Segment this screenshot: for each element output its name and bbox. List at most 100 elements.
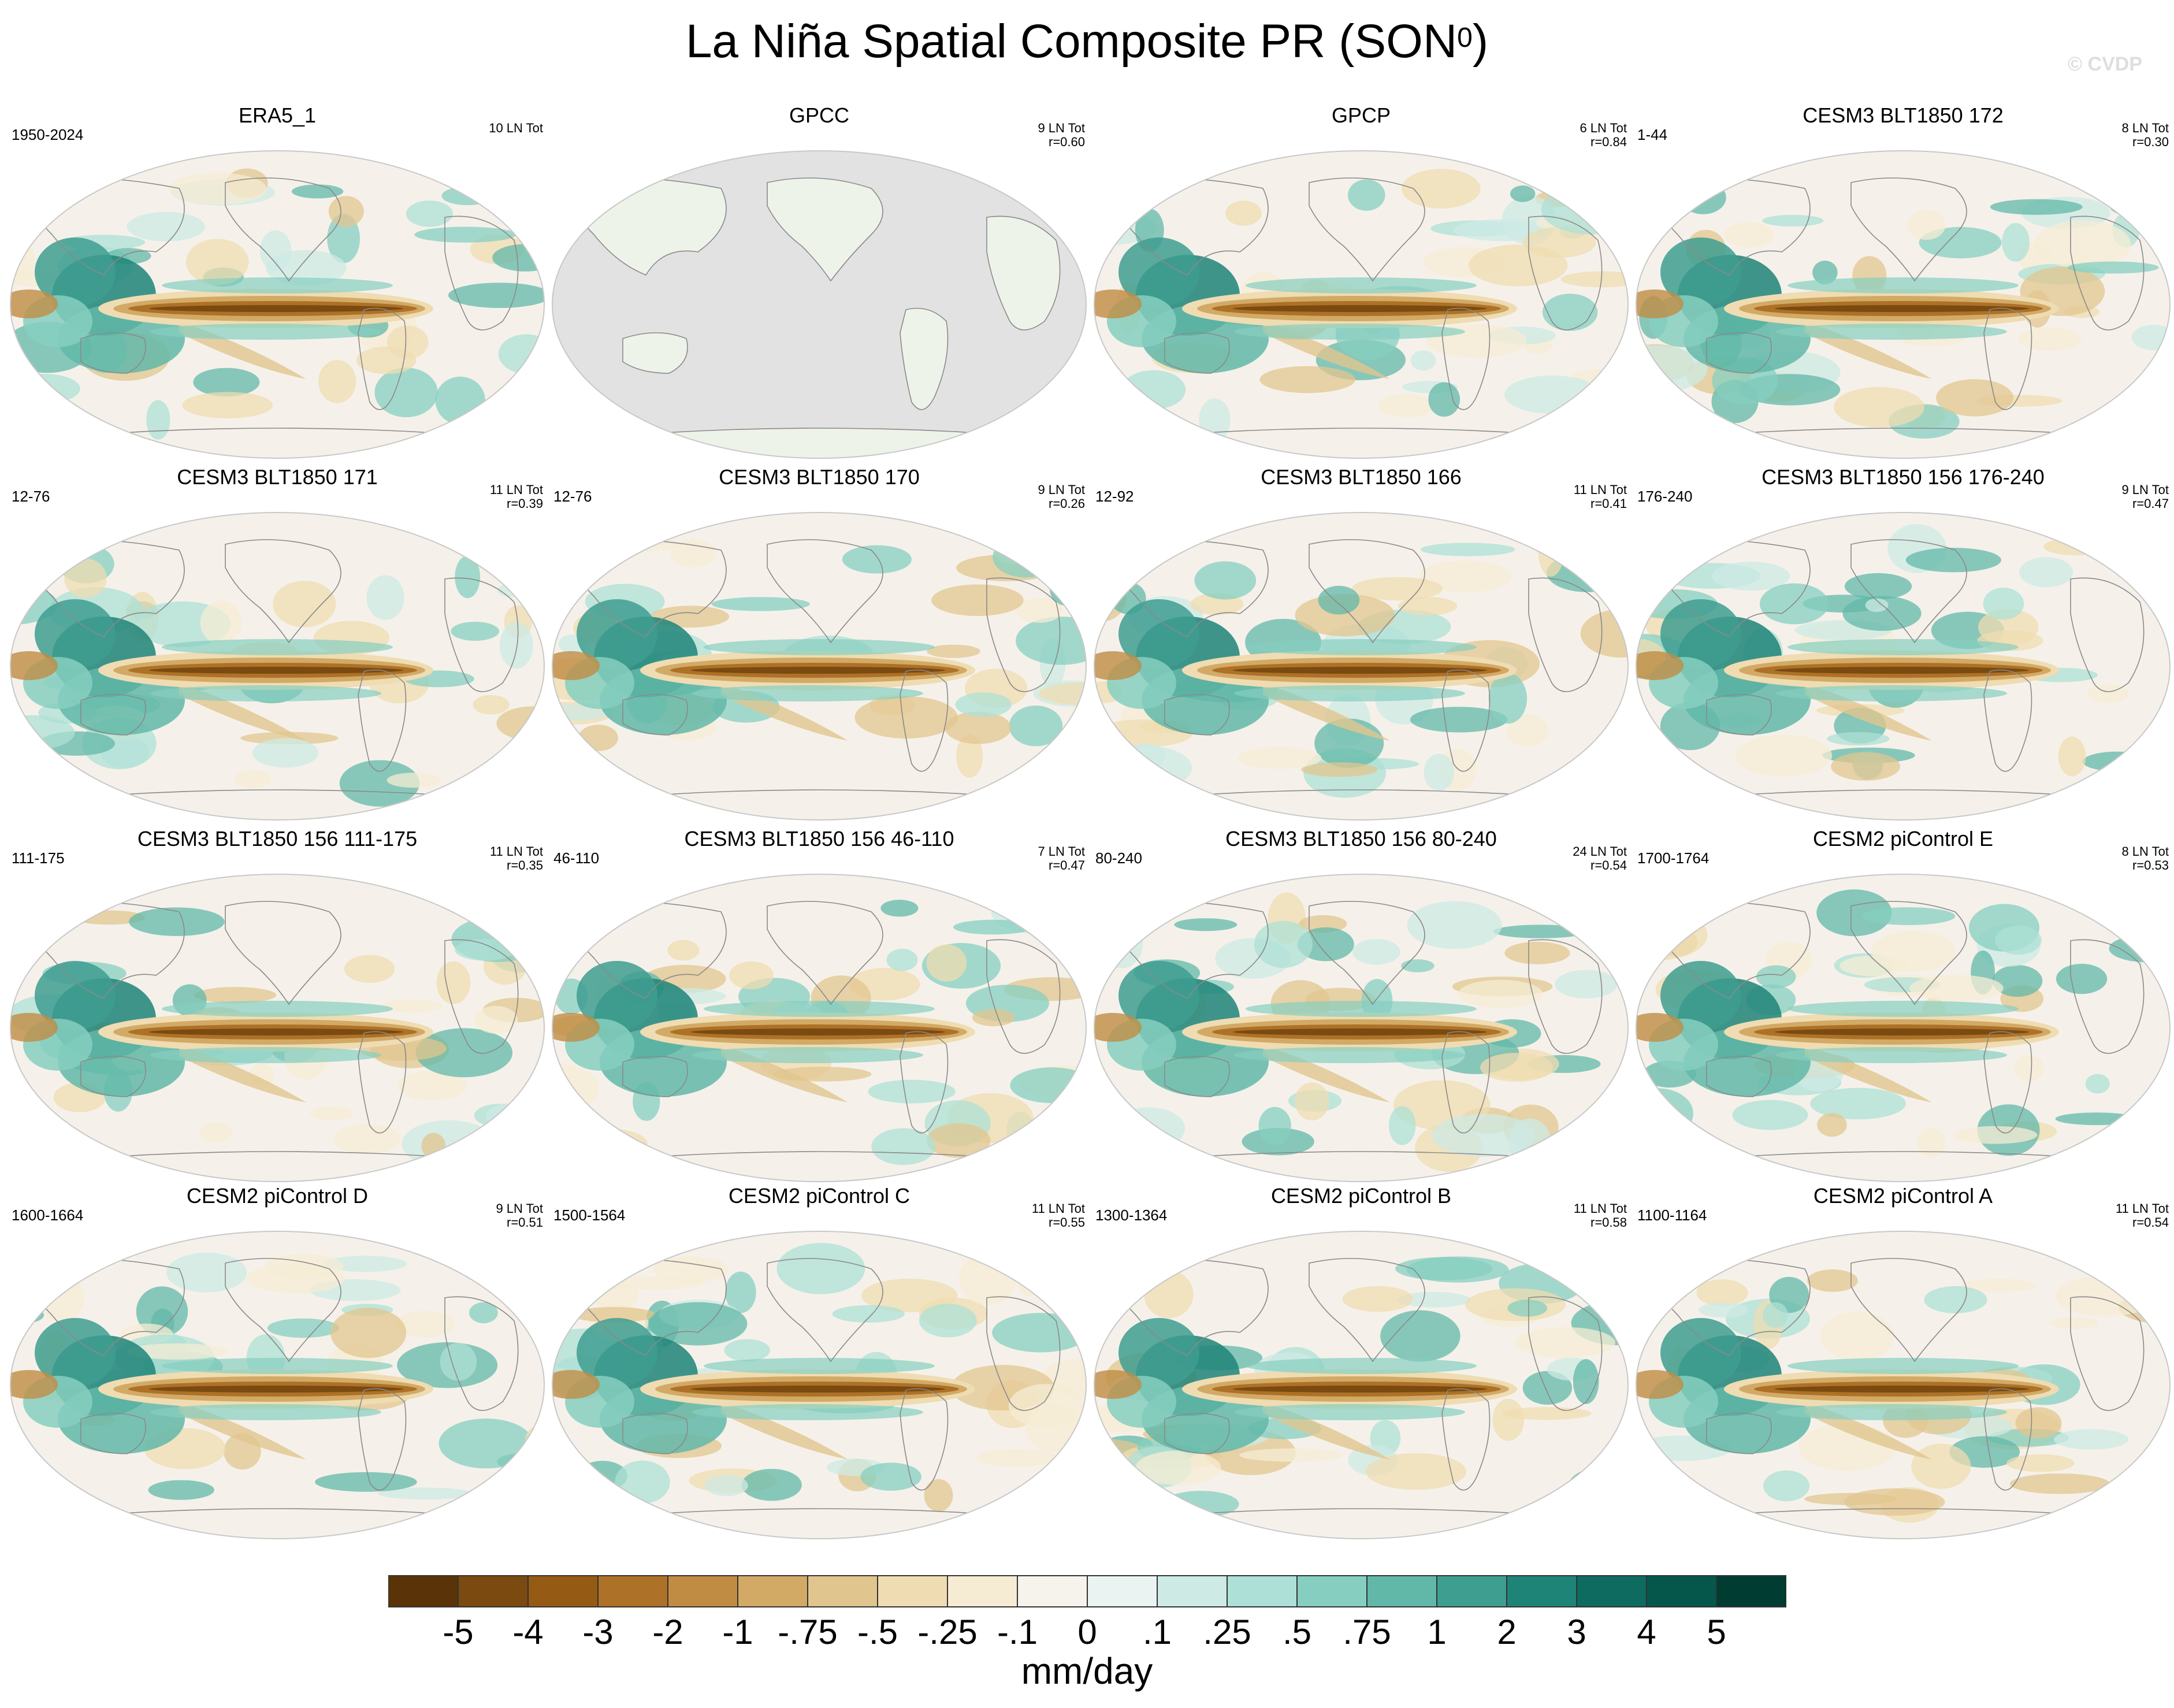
anomaly-blob (199, 1122, 232, 1143)
panel-years: 46-110 (553, 849, 600, 867)
map-panel: ERA5_1 1950-2024 10 LN Tot (6, 103, 549, 461)
map-plot (10, 150, 545, 459)
panel-pattern-correlation: r=0.84 (1590, 135, 1627, 149)
dry-anomaly (1636, 1013, 1684, 1042)
anomaly-blob (926, 1123, 991, 1158)
anomaly-blob (1378, 394, 1433, 418)
anomaly-blob (992, 1313, 1086, 1353)
coastline (2070, 577, 2145, 692)
anomaly-blob (1135, 1450, 1221, 1485)
panel-event-count: 11 LN Tot (1573, 482, 1627, 497)
coastline (986, 939, 1061, 1054)
coastline (900, 1388, 949, 1491)
anomaly-blob (2056, 964, 2108, 994)
anomaly-blob (993, 536, 1060, 578)
coastline (900, 1031, 949, 1134)
anomaly-blob (2082, 751, 2153, 772)
coastline (1850, 901, 1967, 1005)
map-plot (552, 150, 1087, 459)
panel-stats: 11 LN Tot r=0.41 (1574, 483, 1627, 511)
map-plot (1636, 512, 2171, 820)
anomaly-blob (725, 1271, 756, 1313)
anomaly-blob (378, 1487, 473, 1500)
watermark: © CVDP (2068, 53, 2142, 75)
anomaly-blob (1008, 1384, 1085, 1428)
map-panel: CESM3 BLT1850 156 46-110 46-110 7 LN Tot r=… (548, 826, 1091, 1185)
anomaly-blob (185, 239, 249, 285)
map-plot (1094, 150, 1629, 459)
anomaly-blob (451, 622, 499, 641)
anomaly-blob (1295, 1082, 1329, 1121)
anomaly-blob (1301, 762, 1378, 777)
anomaly-blob (871, 1128, 936, 1165)
anomaly-blob (500, 1479, 544, 1514)
coastline (1706, 332, 1772, 374)
anomaly-blob (1254, 920, 1313, 968)
anomaly-blob (571, 1307, 656, 1323)
dry-anomaly (10, 651, 58, 680)
anomaly-blob (1144, 1270, 1194, 1319)
anomaly-blob (397, 1071, 467, 1101)
panel-event-count: 8 LN Tot (2121, 844, 2169, 859)
anomaly-blob (1401, 959, 1435, 972)
anomaly-blob (1763, 1302, 1788, 1328)
colorbar-tick-label: 2 (1497, 1613, 1517, 1651)
panel-event-count: 11 LN Tot (489, 482, 543, 497)
anomaly-blob (2056, 1275, 2158, 1316)
panel-title: CESM2 piControl B (1270, 1184, 1452, 1208)
panel-stats: 11 LN Tot r=0.55 (1032, 1202, 1085, 1230)
anomaly-blob (1420, 543, 1515, 556)
map-panel: CESM3 BLT1850 156 111-175 111-175 11 LN To… (6, 826, 549, 1185)
anomaly-blob (1057, 1105, 1086, 1148)
anomaly-blob (1239, 1448, 1343, 1462)
panel-stats: 8 LN Tot r=0.30 (2121, 121, 2169, 149)
anomaly-blob (1827, 732, 1890, 746)
colorbar-swatch (667, 1575, 738, 1607)
anomaly-blob (1762, 214, 1824, 227)
coastline (444, 577, 519, 692)
anomaly-blob (2058, 736, 2086, 777)
anomaly-blob (127, 211, 206, 242)
equatorial-dry-band (691, 667, 945, 674)
panel-event-count: 8 LN Tot (2121, 121, 2169, 135)
anomaly-blob (1017, 1271, 1042, 1297)
coastline (1441, 1388, 1491, 1491)
panel-title: CESM2 piControl C (728, 1184, 911, 1208)
anomaly-blob (1397, 1291, 1471, 1308)
wet-anomaly (704, 1001, 935, 1017)
coastline (444, 939, 519, 1054)
anomaly-blob (886, 949, 918, 971)
anomaly-blob (273, 581, 336, 627)
anomaly-blob (148, 1480, 214, 1500)
anomaly-blob (327, 214, 360, 263)
anomaly-blob (468, 548, 544, 573)
anomaly-blob (339, 760, 420, 807)
wet-anomaly (577, 1318, 657, 1387)
coastline (1309, 539, 1425, 644)
anomaly-blob (487, 546, 515, 579)
equatorial-dry-band (149, 667, 403, 674)
map-border (1094, 1231, 1629, 1539)
anomaly-blob (552, 704, 612, 721)
coastline (1706, 1056, 1772, 1097)
colorbar-swatch (1576, 1575, 1647, 1607)
panel-event-count: 7 LN Tot (1038, 844, 1085, 859)
anomaly-blob (1318, 585, 1360, 615)
anomaly-blob (2055, 1112, 2138, 1126)
anomaly-blob (956, 734, 983, 778)
anomaly-blob (2054, 1429, 2129, 1450)
panel-pattern-correlation: r=0.39 (507, 496, 543, 511)
wet-anomaly (1660, 237, 1741, 307)
dry-anomaly (1636, 1370, 1684, 1399)
panel-stats: 24 LN Tot r=0.54 (1573, 845, 1627, 872)
colorbar-swatch (1227, 1575, 1298, 1607)
anomaly-blob (1680, 180, 1726, 214)
map-panel: CESM3 BLT1850 170 12-76 9 LN Tot r=0.26 (548, 465, 1091, 823)
colorbar-tick-label: 3 (1567, 1613, 1586, 1651)
coastline (767, 1258, 883, 1362)
anomaly-blob (860, 1462, 921, 1491)
anomaly-blob (1804, 1492, 1896, 1505)
map-border (552, 512, 1087, 820)
anomaly-blob (729, 961, 774, 989)
panel-title: GPCP (1331, 103, 1391, 127)
